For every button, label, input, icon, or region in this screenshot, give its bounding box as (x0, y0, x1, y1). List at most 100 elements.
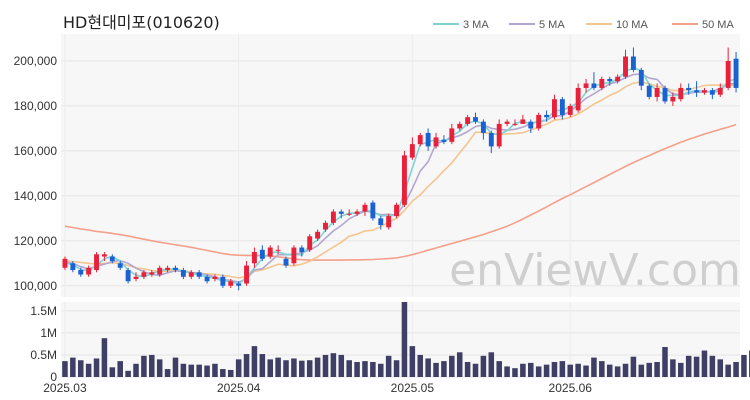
candle-body (488, 132, 494, 147)
legend-item: 5 MA (509, 19, 565, 31)
candle-body (220, 276, 226, 286)
candle (101, 252, 107, 262)
volume-bar (622, 363, 629, 377)
candle-body (101, 254, 107, 257)
candle (417, 132, 423, 147)
volume-bar (227, 369, 234, 377)
candle-body (117, 263, 123, 268)
candle-body (362, 204, 368, 212)
volume-bar (741, 354, 747, 377)
candle-body (283, 258, 289, 266)
candle (717, 83, 723, 97)
candle (338, 209, 344, 219)
candle (457, 121, 463, 131)
candle (465, 114, 471, 127)
candle (86, 265, 92, 277)
volume-bar (599, 361, 605, 377)
candle-body (433, 137, 439, 147)
candle-body (559, 99, 565, 115)
candle-body (125, 270, 131, 282)
candle-body (173, 267, 178, 271)
volume-bar (164, 369, 171, 377)
candle-body (386, 216, 392, 228)
candle-body (370, 202, 376, 219)
candle (678, 83, 684, 102)
candle-body (133, 276, 139, 280)
candle-body (149, 272, 155, 275)
volume-bar (733, 362, 739, 377)
candlesticks (62, 47, 739, 291)
volume-bar (685, 355, 692, 377)
candle-body (709, 90, 715, 95)
candle (220, 274, 226, 289)
candle-body (165, 267, 171, 271)
date-tick-label: 2025.05 (391, 381, 435, 395)
candle-body (236, 283, 242, 286)
candle-body (670, 96, 676, 102)
candle (488, 130, 494, 154)
candle (425, 128, 431, 151)
candle-body (86, 267, 92, 275)
candle (654, 83, 660, 102)
candle (725, 47, 731, 91)
volume-bar (259, 354, 266, 377)
volume-bar (670, 359, 676, 377)
volume-bar (220, 369, 226, 377)
ma50-line (64, 123, 737, 261)
volume-bar (330, 353, 337, 377)
volume-bar (654, 362, 660, 377)
candle (520, 114, 526, 124)
candle (559, 96, 565, 120)
volume-tick-label: 1M (40, 326, 57, 340)
volume-bar (251, 346, 258, 377)
volume-bar (472, 363, 479, 377)
candle (244, 261, 249, 286)
volume-bar (346, 360, 352, 377)
candle (149, 270, 155, 277)
candle (733, 51, 739, 93)
candle (638, 67, 644, 91)
candle-body (180, 270, 186, 277)
candle (196, 270, 202, 280)
candle-body (244, 265, 249, 284)
candle-body (354, 211, 360, 214)
candle-body (338, 211, 344, 214)
candle-body (512, 123, 518, 125)
candle-body (109, 256, 115, 262)
candle-body (544, 114, 550, 118)
candle (275, 245, 281, 255)
candle-body (615, 76, 621, 82)
candle (394, 202, 399, 219)
ma10-series (64, 81, 737, 279)
candle (204, 274, 210, 284)
candle (504, 119, 510, 127)
legend-item: 3 MA (433, 19, 489, 31)
volume-bar (528, 362, 534, 377)
volume-bar (441, 361, 447, 377)
price-tick-label: 200,000 (14, 54, 58, 68)
legend-item: 10 MA (586, 19, 648, 31)
candle (323, 220, 328, 232)
volume-bar (614, 366, 621, 377)
candle-body (307, 236, 313, 250)
candle (165, 265, 171, 273)
candle (133, 272, 139, 282)
date-tick-label: 2025.06 (549, 381, 593, 395)
watermark: enViewV.com (449, 245, 741, 296)
volume-bar (62, 361, 68, 377)
candle-body (630, 56, 636, 70)
candle (236, 281, 242, 291)
candle (157, 265, 163, 277)
price-axis-labels: 100,000 120,000 140,000 160,000 180,000 200,0… (14, 54, 58, 293)
candle-body (275, 249, 281, 251)
candle (362, 202, 368, 217)
date-tick-label: 2025.04 (217, 381, 261, 395)
candle (623, 49, 628, 79)
candle-body (188, 272, 194, 277)
candle-body (323, 222, 328, 230)
volume-tick-label: 1.5M (30, 304, 57, 318)
volume-bar (243, 354, 250, 377)
candle (646, 83, 652, 100)
candle-body (694, 90, 700, 93)
candle (141, 270, 147, 280)
